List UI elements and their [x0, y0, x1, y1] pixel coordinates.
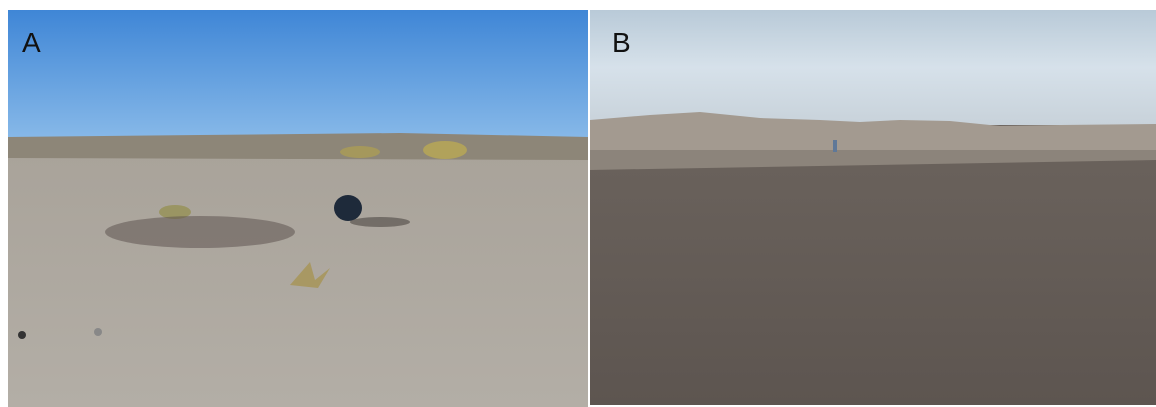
stones: [105, 216, 295, 248]
person: [334, 195, 362, 221]
grass: [423, 141, 467, 159]
sky: [590, 10, 1156, 125]
panel-label: A: [22, 27, 41, 58]
sky: [8, 10, 588, 137]
panel-a: A: [8, 10, 588, 407]
stone: [18, 331, 26, 339]
person: [833, 140, 837, 152]
horizon: [8, 133, 588, 160]
panel-b: B: [590, 10, 1156, 405]
panel-label: B: [612, 27, 631, 58]
grass: [340, 146, 380, 158]
shadow: [350, 217, 410, 227]
figure: A B: [0, 0, 1156, 407]
stone: [94, 328, 102, 336]
